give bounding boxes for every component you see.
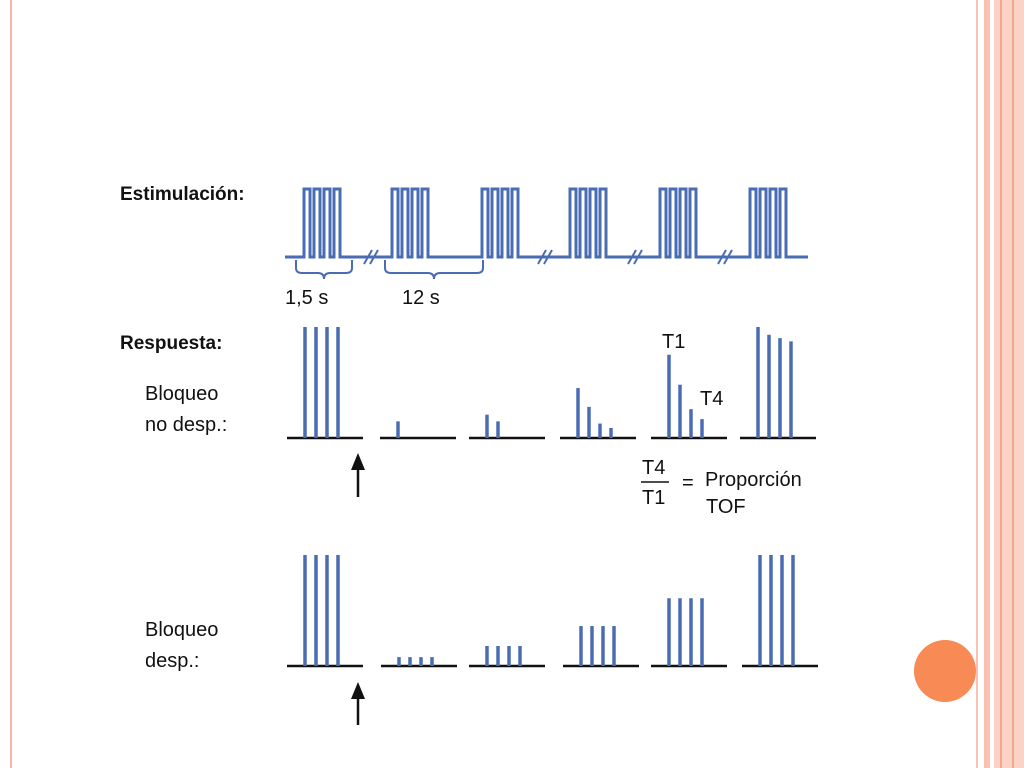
dep-block-label-1: Bloqueo [145, 619, 218, 641]
ratio-numerator: T4 [642, 457, 665, 479]
nondep-block-label-2: no desp.: [145, 414, 227, 436]
injection-arrow-bottom [351, 682, 365, 725]
slide-frame-right [1000, 0, 1002, 768]
dep-block-label-2: desp.: [145, 650, 199, 672]
t4-label: T4 [700, 388, 723, 410]
t1-label: T1 [662, 331, 685, 353]
nondep-response-bars [287, 327, 816, 440]
break-mark-stroke [363, 249, 373, 265]
slide-frame-right [1012, 0, 1014, 768]
dep-response-bars [287, 555, 818, 668]
injection-arrow-top [351, 453, 365, 497]
break-mark-stroke [537, 249, 547, 265]
ratio-equals: = [682, 472, 694, 494]
ratio-text-1: Proporción [705, 469, 802, 491]
break-mark-stroke [633, 249, 643, 265]
stimulation-label: Estimulación: [120, 184, 245, 205]
decorative-circle [914, 640, 976, 702]
slide-frame-right [976, 0, 978, 768]
break-mark-stroke [369, 249, 379, 265]
interval-duration-text: 12 s [402, 287, 440, 309]
slide-frame-left [10, 0, 12, 768]
break-mark-stroke [543, 249, 553, 265]
time-break-marks [363, 249, 733, 265]
break-mark-stroke [627, 249, 637, 265]
ratio-text-2: TOF [706, 496, 746, 518]
slide-frame-right [994, 0, 1024, 768]
train-duration-text: 1,5 s [285, 287, 328, 309]
interval-duration-brace [384, 260, 484, 280]
stimulation-trace [285, 187, 808, 259]
train-duration-brace [295, 260, 353, 280]
break-mark-stroke [717, 249, 727, 265]
slide-frame-right [984, 0, 990, 768]
break-mark-stroke [723, 249, 733, 265]
ratio-denominator: T1 [642, 487, 665, 509]
nondep-block-label-1: Bloqueo [145, 383, 218, 405]
response-label: Respuesta: [120, 333, 222, 354]
